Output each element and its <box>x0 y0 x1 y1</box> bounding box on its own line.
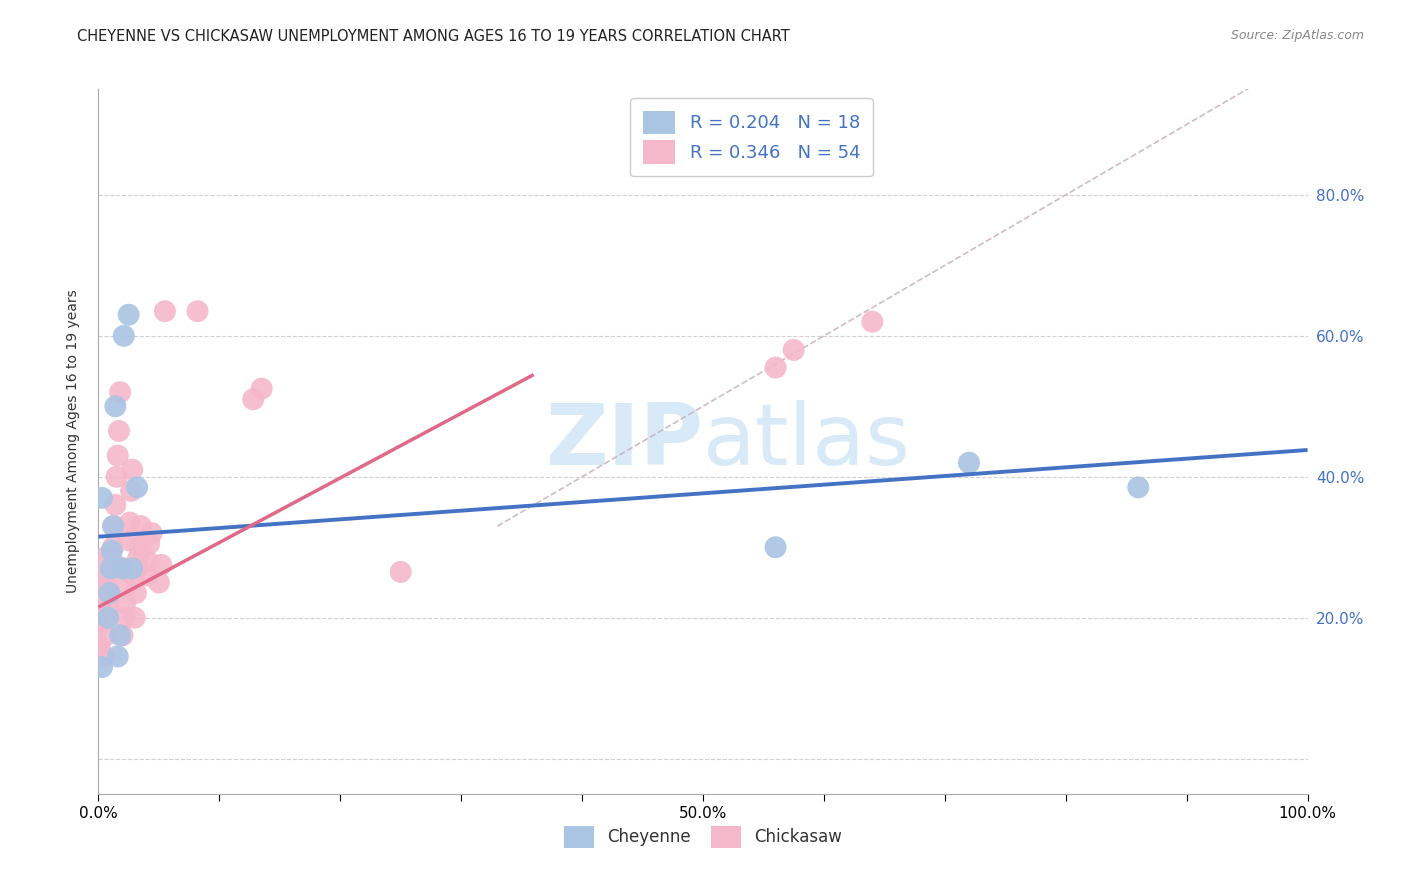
Point <box>93 550 115 565</box>
Point <box>141 526 163 541</box>
Point <box>250 382 273 396</box>
Point <box>91 575 114 590</box>
Point <box>91 572 114 586</box>
Legend: Cheyenne, Chickasaw: Cheyenne, Chickasaw <box>555 818 851 856</box>
Point <box>150 558 173 572</box>
Point <box>108 385 131 400</box>
Point <box>105 469 128 483</box>
Point <box>118 533 141 548</box>
Point <box>91 568 114 582</box>
Point <box>129 519 152 533</box>
Point <box>187 304 209 318</box>
Point <box>104 498 127 512</box>
Point <box>125 586 148 600</box>
Point <box>103 519 125 533</box>
Point <box>121 463 143 477</box>
Point <box>100 550 122 565</box>
Point <box>765 360 787 375</box>
Point <box>118 516 141 530</box>
Point <box>122 568 145 582</box>
Point <box>107 649 129 664</box>
Point <box>389 565 412 579</box>
Y-axis label: Unemployment Among Ages 16 to 19 years: Unemployment Among Ages 16 to 19 years <box>66 290 80 593</box>
Point <box>114 597 136 611</box>
Point <box>128 540 150 554</box>
Point <box>100 543 122 558</box>
Point <box>100 565 122 579</box>
Point <box>112 611 135 625</box>
Point <box>136 554 159 568</box>
Point <box>127 561 149 575</box>
Point <box>90 579 112 593</box>
Point <box>242 392 264 407</box>
Point <box>91 582 114 597</box>
Point <box>115 579 138 593</box>
Point <box>108 628 131 642</box>
Point <box>121 561 143 575</box>
Text: ZIP: ZIP <box>546 400 703 483</box>
Point <box>100 561 122 575</box>
Point <box>91 660 114 674</box>
Point <box>138 537 160 551</box>
Point <box>90 597 112 611</box>
Point <box>96 611 118 625</box>
Point <box>89 617 111 632</box>
Point <box>124 611 146 625</box>
Point <box>94 628 117 642</box>
Point <box>111 628 134 642</box>
Text: Source: ZipAtlas.com: Source: ZipAtlas.com <box>1230 29 1364 42</box>
Point <box>765 540 787 554</box>
Text: CHEYENNE VS CHICKASAW UNEMPLOYMENT AMONG AGES 16 TO 19 YEARS CORRELATION CHART: CHEYENNE VS CHICKASAW UNEMPLOYMENT AMONG… <box>77 29 790 44</box>
Point <box>110 561 132 575</box>
Text: atlas: atlas <box>703 400 911 483</box>
Point <box>107 449 129 463</box>
Point <box>108 424 131 438</box>
Point <box>957 456 980 470</box>
Point <box>112 328 135 343</box>
Point <box>118 308 141 322</box>
Point <box>135 568 157 582</box>
Point <box>89 639 111 653</box>
Point <box>782 343 804 357</box>
Point <box>93 649 115 664</box>
Point <box>120 483 142 498</box>
Point <box>860 315 883 329</box>
Point <box>111 561 134 575</box>
Point <box>127 480 149 494</box>
Point <box>117 561 139 575</box>
Point <box>127 550 149 565</box>
Point <box>97 597 120 611</box>
Point <box>101 519 124 533</box>
Point <box>104 400 127 414</box>
Point <box>98 582 121 597</box>
Point <box>98 586 121 600</box>
Point <box>153 304 176 318</box>
Point <box>101 540 124 554</box>
Point <box>91 491 114 505</box>
Point <box>148 575 170 590</box>
Point <box>97 611 120 625</box>
Point <box>1128 480 1150 494</box>
